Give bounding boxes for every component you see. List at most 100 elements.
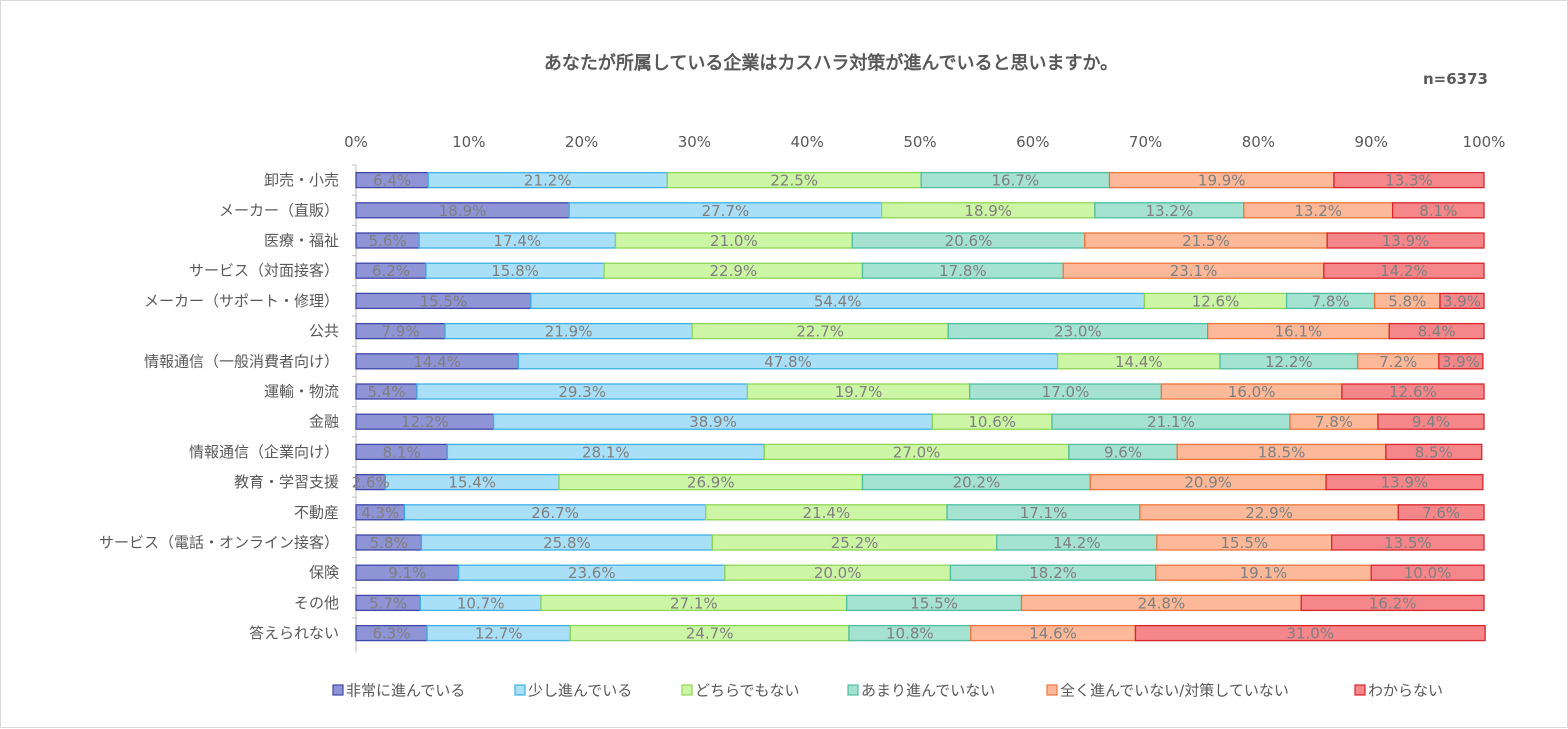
data-label: 24.7% <box>686 625 734 643</box>
data-label: 9.4% <box>1412 413 1450 431</box>
legend-label: わからない <box>1368 682 1443 700</box>
data-label: 18.5% <box>1258 443 1306 461</box>
category-label: その他 <box>294 594 339 612</box>
data-label: 21.9% <box>545 323 593 341</box>
data-label: 26.9% <box>687 474 735 492</box>
data-label: 21.0% <box>710 232 758 250</box>
data-label: 8.1% <box>383 443 421 461</box>
legend-label: 全く進んでいない/対策していない <box>1060 682 1289 700</box>
data-label: 22.7% <box>796 323 844 341</box>
data-label: 17.4% <box>493 232 541 250</box>
legend-swatch <box>847 684 859 696</box>
x-tick-label: 70% <box>1129 133 1162 151</box>
data-label: 8.1% <box>1419 202 1457 220</box>
legend: 非常に進んでいる 少し進んでいる どちらでもない あまり進んでいない 全く進んでいない/… <box>332 682 1443 700</box>
data-label: 13.9% <box>1381 474 1429 492</box>
bar-segment <box>1370 564 1485 581</box>
legend-label: 非常に進んでいる <box>346 682 465 700</box>
x-tick-label: 90% <box>1355 133 1388 151</box>
data-label: 24.8% <box>1138 594 1186 612</box>
legend-swatch <box>681 684 693 696</box>
x-tick-label: 10% <box>452 133 485 151</box>
data-label: 5.8% <box>370 534 408 552</box>
data-label: 22.5% <box>770 172 818 190</box>
data-label: 10.7% <box>457 594 505 612</box>
data-label: 5.4% <box>367 383 405 401</box>
data-label: 6.3% <box>372 625 410 643</box>
data-label: 16.1% <box>1275 323 1323 341</box>
data-label: 18.9% <box>439 202 487 220</box>
category-label: 答えられない <box>249 624 339 642</box>
data-label: 29.3% <box>558 383 606 401</box>
data-label: 10.0% <box>1404 564 1452 582</box>
data-label: 47.8% <box>764 353 812 371</box>
x-axis: 0% 10% 20% 30% 40% 50% 60% 70% 80% 90% 100% <box>344 133 1506 653</box>
category-label: 教育・学習支援 <box>234 473 339 491</box>
category-label: サービス（対面接客） <box>189 262 339 280</box>
x-tick-label: 60% <box>1016 133 1049 151</box>
bar-segment <box>1438 353 1484 370</box>
bar-segment <box>1333 171 1485 189</box>
data-label: 15.8% <box>491 262 539 280</box>
bar-segment <box>1439 292 1485 310</box>
data-label: 8.4% <box>1418 323 1456 341</box>
data-label: 14.4% <box>1115 353 1163 371</box>
bar-segment <box>1385 443 1483 461</box>
data-label: 20.0% <box>814 564 862 582</box>
data-labels: 6.4% 21.2% 22.5% 16.7% 19.9% 13.3% 18.9% 27.7% 1… <box>352 172 1481 643</box>
data-label: 17.8% <box>939 262 987 280</box>
data-label: 23.6% <box>568 564 616 582</box>
category-label: 金融 <box>309 413 339 431</box>
data-label: 7.6% <box>1422 504 1460 522</box>
data-label: 5.7% <box>369 594 407 612</box>
data-label: 14.6% <box>1029 625 1077 643</box>
data-label: 31.0% <box>1286 625 1334 643</box>
data-label: 54.4% <box>814 292 862 310</box>
data-label: 23.1% <box>1170 262 1218 280</box>
legend-swatch <box>332 684 344 696</box>
data-label: 3.9% <box>1442 353 1480 371</box>
category-label: 卸売・小売 <box>264 171 339 189</box>
x-tick-label: 30% <box>678 133 711 151</box>
data-label: 13.9% <box>1382 232 1430 250</box>
data-label: 13.2% <box>1294 202 1342 220</box>
data-label: 10.6% <box>968 413 1016 431</box>
category-label: 運輸・物流 <box>264 383 339 401</box>
legend-swatch <box>1354 684 1366 696</box>
data-label: 16.2% <box>1369 594 1417 612</box>
x-tick-label: 0% <box>344 133 368 151</box>
data-label: 25.8% <box>543 534 591 552</box>
data-label: 17.1% <box>1020 504 1068 522</box>
category-label: メーカー（直販） <box>219 201 339 219</box>
bar-segment <box>1388 322 1485 340</box>
data-label: 25.2% <box>831 534 879 552</box>
sample-size: n=6373 <box>1423 70 1488 88</box>
data-label: 7.2% <box>1379 353 1417 371</box>
legend-swatch <box>514 684 526 696</box>
data-label: 21.4% <box>803 504 851 522</box>
x-tick-label: 100% <box>1463 133 1506 151</box>
data-label: 21.2% <box>524 172 572 190</box>
data-label: 16.7% <box>991 172 1039 190</box>
data-label: 15.5% <box>420 292 468 310</box>
bars <box>355 171 1486 642</box>
data-label: 16.0% <box>1228 383 1276 401</box>
bar-segment <box>1397 504 1485 521</box>
data-label: 38.9% <box>689 413 737 431</box>
bar-segment <box>1326 232 1485 249</box>
bar-segment <box>1331 534 1485 551</box>
data-label: 5.6% <box>369 232 407 250</box>
data-label: 7.8% <box>1315 413 1353 431</box>
category-label: サービス（電話・オンライン接客） <box>99 534 339 552</box>
data-label: 13.3% <box>1385 172 1433 190</box>
data-label: 15.4% <box>448 474 496 492</box>
data-label: 10.8% <box>886 625 934 643</box>
data-label: 27.7% <box>702 202 750 220</box>
data-label: 27.0% <box>893 443 941 461</box>
bar-segment <box>1377 413 1485 430</box>
data-label: 17.0% <box>1042 383 1090 401</box>
data-label: 13.5% <box>1384 534 1432 552</box>
x-tick-label: 80% <box>1242 133 1275 151</box>
data-label: 18.2% <box>1029 564 1077 582</box>
